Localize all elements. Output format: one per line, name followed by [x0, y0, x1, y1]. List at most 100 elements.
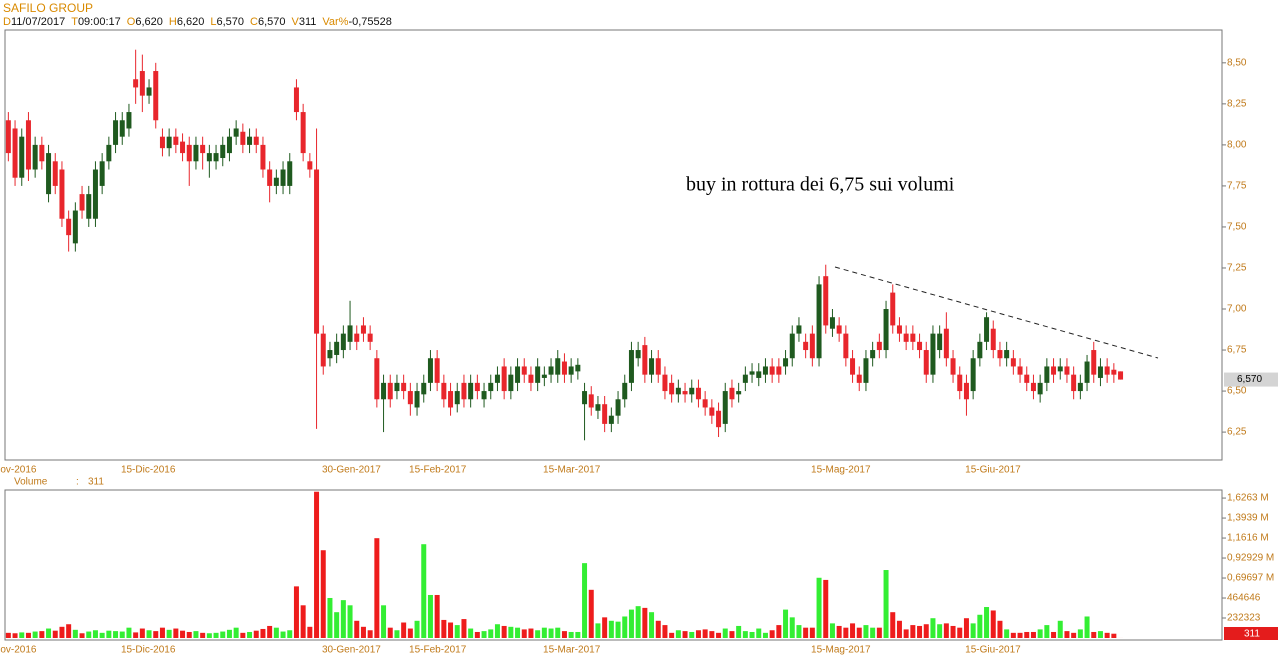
- volume-bar: [354, 620, 360, 638]
- volume-bar: [742, 631, 748, 638]
- candle-body: [783, 358, 789, 367]
- candle-body: [823, 276, 829, 326]
- volume-bar: [1084, 616, 1090, 638]
- candle-body: [72, 210, 78, 244]
- candle-body: [1111, 369, 1117, 375]
- candle-body: [963, 382, 969, 400]
- y-tick-label: 6,25: [1227, 427, 1247, 438]
- candle-body: [414, 391, 420, 408]
- candle-body: [86, 194, 92, 219]
- candle-body: [903, 333, 909, 342]
- candle-body: [126, 112, 132, 129]
- candle-body: [354, 333, 360, 342]
- header-key: O: [126, 16, 136, 28]
- volume-bar: [783, 609, 789, 638]
- volume-bar: [796, 625, 802, 638]
- candle-body: [1037, 382, 1043, 395]
- candle-body: [809, 333, 815, 359]
- volume-bar: [984, 607, 990, 638]
- candle-body: [314, 169, 320, 334]
- candle-body: [796, 325, 802, 334]
- volume-bar: [394, 630, 400, 638]
- candle-body: [193, 144, 199, 162]
- y-tick-label: 1,3939 M: [1227, 513, 1269, 524]
- volume-bar: [159, 627, 165, 638]
- volume-bar: [1044, 625, 1050, 638]
- candle-body: [474, 382, 480, 392]
- candle-body: [293, 87, 299, 113]
- candle-body: [1064, 366, 1070, 375]
- volume-bar: [99, 632, 105, 638]
- candle-body: [5, 120, 11, 154]
- volume-bar: [300, 605, 306, 638]
- volume-bar: [863, 625, 869, 638]
- volume-bar: [602, 617, 608, 638]
- x-tick-label: 30-Gen-2017: [322, 465, 381, 476]
- candle-body: [642, 345, 648, 375]
- volume-bar: [977, 614, 983, 638]
- volume-bar: [180, 630, 186, 638]
- volume-bar: [1071, 632, 1077, 638]
- candle-body: [106, 144, 112, 162]
- volume-bar: [427, 594, 433, 638]
- volume-bar: [153, 631, 159, 638]
- volume-bar: [367, 630, 373, 638]
- candle-body: [602, 404, 608, 424]
- volume-bar: [856, 627, 862, 638]
- candle-body: [1051, 366, 1057, 375]
- candle-body: [340, 333, 346, 351]
- volume-bar: [360, 626, 366, 638]
- volume-bar: [541, 627, 547, 638]
- candle-body: [287, 161, 293, 186]
- candle-body: [1077, 382, 1083, 392]
- candle-body: [1010, 358, 1016, 367]
- volume-bar: [434, 594, 440, 638]
- volume-bar: [695, 630, 701, 638]
- volume-bar: [622, 616, 628, 638]
- candle-body: [481, 391, 487, 400]
- candle-body: [1017, 366, 1023, 375]
- volume-bar: [79, 633, 85, 638]
- candle-body: [113, 120, 119, 145]
- volume-bar: [220, 631, 226, 638]
- candle-body: [434, 358, 440, 383]
- volume-bar: [675, 630, 681, 638]
- volume-bar: [494, 624, 500, 638]
- candle-body: [92, 169, 98, 219]
- y-tick-label: 7,50: [1227, 222, 1247, 233]
- volume-bar: [997, 620, 1003, 638]
- header-key: D: [3, 16, 11, 28]
- volume-bar: [957, 627, 963, 638]
- x-tick-label: 15-Giu-2017: [965, 465, 1021, 476]
- candle-body: [649, 358, 655, 375]
- candle-body: [937, 333, 943, 351]
- header-value: 11/07/2017: [10, 16, 66, 28]
- volume-bar: [736, 625, 742, 638]
- candle-body: [327, 350, 333, 359]
- volume-bar: [401, 622, 407, 638]
- candle-body: [548, 366, 554, 375]
- x-tick-label: 15-Mag-2017: [811, 645, 871, 656]
- candle-body: [508, 374, 514, 392]
- volume-bar: [113, 631, 119, 638]
- volume-bar: [769, 630, 775, 638]
- candle-body: [280, 169, 286, 186]
- candle-body: [997, 350, 1003, 359]
- candle-body: [850, 358, 856, 375]
- volume-bar: [448, 622, 454, 638]
- header-value: 6,570: [216, 16, 244, 28]
- volume-bar: [327, 597, 333, 638]
- volume-frame: [4, 489, 1223, 641]
- candle-body: [133, 79, 139, 88]
- volume-bar: [561, 631, 567, 638]
- candle-body: [307, 161, 313, 170]
- last-volume-label: 311: [1244, 629, 1260, 640]
- candle-body: [240, 131, 246, 145]
- volume-bar: [454, 625, 460, 638]
- candle-body: [247, 136, 253, 145]
- candle-body: [816, 284, 822, 359]
- volume-bar: [876, 627, 882, 638]
- volume-bar: [1057, 620, 1063, 638]
- volume-bar: [970, 623, 976, 638]
